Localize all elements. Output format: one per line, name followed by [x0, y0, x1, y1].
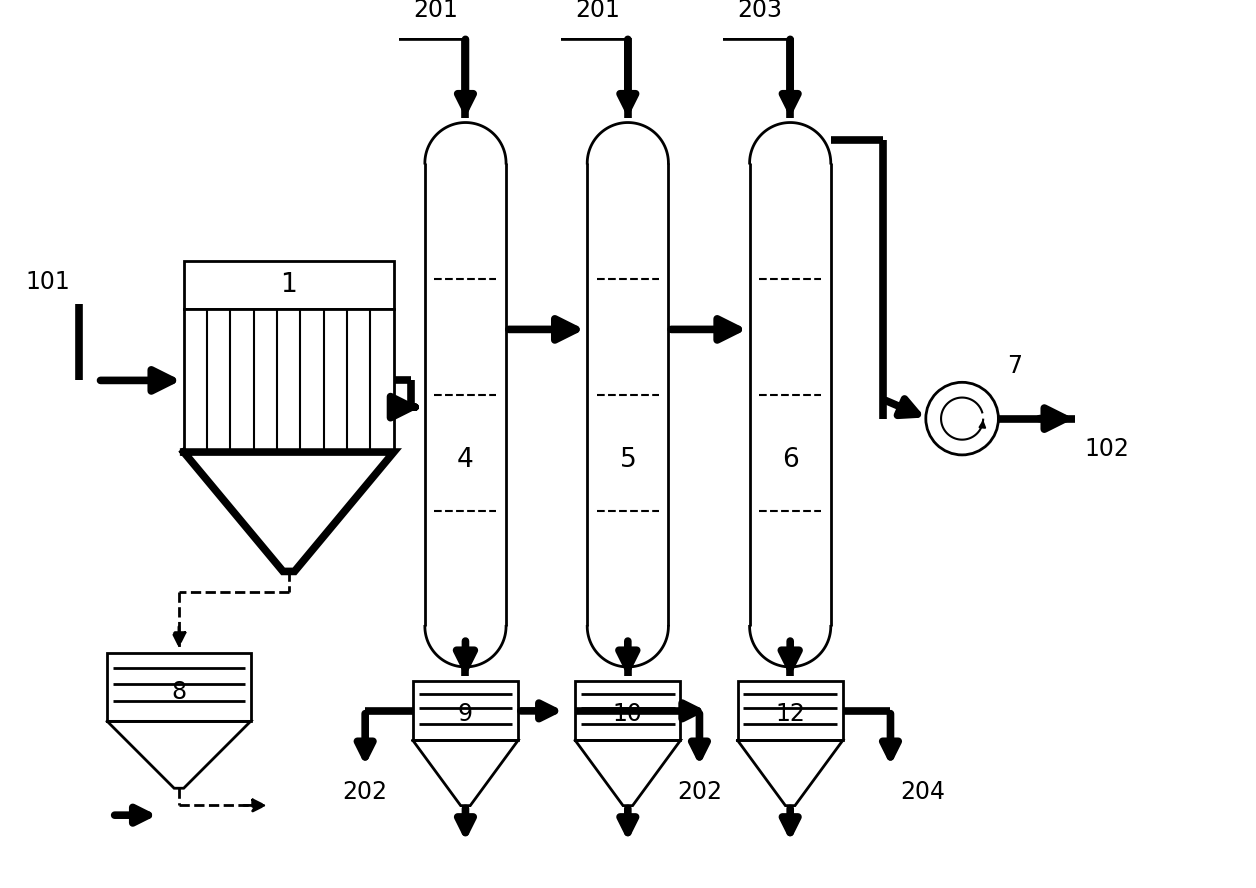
Text: 10: 10 — [613, 702, 643, 725]
Text: 8: 8 — [171, 680, 186, 704]
Text: 4: 4 — [457, 447, 474, 473]
Text: 1: 1 — [280, 272, 298, 297]
Text: 201: 201 — [413, 0, 457, 22]
Text: 204: 204 — [901, 780, 945, 804]
Bar — [107, 653, 250, 721]
Text: 5: 5 — [619, 447, 637, 473]
Text: 202: 202 — [343, 780, 388, 804]
Bar — [183, 309, 394, 452]
Bar — [413, 681, 517, 741]
Text: 102: 102 — [1084, 437, 1129, 461]
Text: 203: 203 — [737, 0, 782, 22]
Bar — [575, 681, 681, 741]
Text: 201: 201 — [575, 0, 620, 22]
Text: 202: 202 — [677, 780, 722, 804]
Text: 101: 101 — [25, 271, 70, 295]
Bar — [183, 261, 394, 309]
Bar — [737, 681, 843, 741]
Text: 9: 9 — [458, 702, 474, 725]
Text: 12: 12 — [775, 702, 805, 725]
Text: 6: 6 — [781, 447, 799, 473]
Text: 7: 7 — [1007, 354, 1022, 378]
